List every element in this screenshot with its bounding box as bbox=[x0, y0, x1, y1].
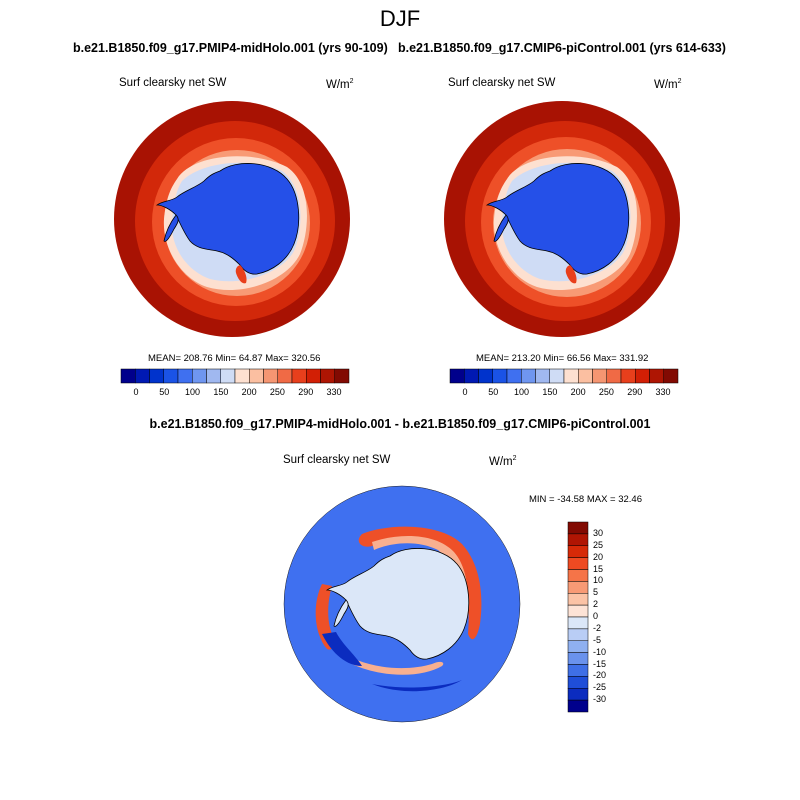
variable-label-right: Surf clearsky net SW bbox=[448, 77, 556, 89]
colorbar-swatch bbox=[567, 569, 589, 582]
variable-label-left: Surf clearsky net SW bbox=[119, 77, 227, 89]
colorbar-swatch bbox=[620, 368, 636, 384]
units-label-left: W/m2 bbox=[326, 78, 354, 91]
colorbar-tick-label: -20 bbox=[593, 670, 607, 681]
colorbar-tick-label: 15 bbox=[593, 563, 604, 574]
colorbar-swatch bbox=[592, 368, 607, 384]
colorbar-swatch bbox=[567, 616, 589, 630]
colorbar-swatch bbox=[635, 368, 650, 384]
colorbar-swatch bbox=[563, 368, 579, 384]
colorbar-swatch bbox=[663, 368, 679, 384]
colorbar-swatch bbox=[306, 368, 321, 384]
polar-map-right bbox=[444, 101, 680, 337]
colorbar-difference bbox=[567, 521, 589, 713]
colorbar-swatch bbox=[506, 368, 522, 384]
colorbar-tick-label: 150 bbox=[542, 387, 558, 397]
colorbar-swatch bbox=[149, 368, 164, 384]
colorbar-tick-label: 290 bbox=[298, 387, 314, 397]
colorbar-swatch bbox=[567, 628, 589, 641]
colorbar-tick-label: 2 bbox=[593, 599, 599, 610]
colorbar-swatch bbox=[163, 368, 179, 384]
colorbar-swatch bbox=[567, 533, 589, 546]
variable-label-diff: Surf clearsky net SW bbox=[283, 454, 391, 466]
colorbar-swatch bbox=[277, 368, 293, 384]
colorbar-tick-label: 30 bbox=[593, 527, 604, 538]
colorbar-swatch bbox=[606, 368, 622, 384]
colorbar-swatch bbox=[521, 368, 536, 384]
colorbar-tick-label: -30 bbox=[593, 694, 607, 705]
difference-title: b.e21.B1850.f09_g17.PMIP4-midHolo.001 - … bbox=[149, 417, 651, 431]
colorbar-swatch bbox=[567, 521, 589, 535]
colorbar-swatch bbox=[567, 593, 589, 606]
season-title: DJF bbox=[379, 6, 421, 31]
colorbar-swatch bbox=[567, 699, 589, 713]
colorbar-swatch bbox=[120, 368, 136, 384]
colorbar-tick-label: -2 bbox=[593, 622, 602, 633]
colorbar-swatch bbox=[449, 368, 465, 384]
colorbar-tick-label: 50 bbox=[488, 387, 499, 397]
colorbar-swatch bbox=[291, 368, 307, 384]
colorbar-tick-label: -10 bbox=[593, 646, 607, 657]
colorbar-right bbox=[449, 368, 679, 384]
colorbar-swatch bbox=[567, 676, 589, 689]
colorbar-swatch bbox=[249, 368, 264, 384]
colorbar-swatch bbox=[578, 368, 593, 384]
colorbar-swatch bbox=[177, 368, 193, 384]
colorbar-tick-label: 50 bbox=[159, 387, 170, 397]
colorbar-swatch bbox=[263, 368, 278, 384]
colorbar-tick-label: 0 bbox=[133, 387, 139, 397]
stats-right: MEAN= 213.20 Min= 66.56 Max= 331.92 bbox=[476, 353, 649, 364]
colorbar-swatch bbox=[334, 368, 350, 384]
colorbar-tick-label: -5 bbox=[593, 634, 602, 645]
colorbar-tick-label: 200 bbox=[570, 387, 586, 397]
colorbar-tick-label: 10 bbox=[593, 575, 604, 586]
colorbar-swatch bbox=[535, 368, 550, 384]
colorbar-swatch bbox=[206, 368, 221, 384]
colorbar-swatch bbox=[320, 368, 335, 384]
colorbar-tick-label: 5 bbox=[593, 587, 599, 598]
colorbar-swatch bbox=[567, 604, 589, 618]
colorbar-tick-label: -25 bbox=[593, 682, 607, 693]
colorbar-swatch bbox=[192, 368, 207, 384]
case-title-right: b.e21.B1850.f09_g17.CMIP6-piControl.001 … bbox=[398, 41, 726, 55]
colorbar-tick-label: 250 bbox=[598, 387, 614, 397]
colorbar-swatch bbox=[135, 368, 150, 384]
polar-map-difference bbox=[283, 485, 521, 723]
colorbar-swatch bbox=[567, 545, 589, 558]
colorbar-tick-label: -15 bbox=[593, 658, 607, 669]
colorbar-tick-label: 250 bbox=[269, 387, 285, 397]
stats-left: MEAN= 208.76 Min= 64.87 Max= 320.56 bbox=[148, 353, 321, 364]
colorbar-swatch bbox=[567, 581, 589, 594]
units-label-diff: W/m2 bbox=[489, 455, 517, 468]
colorbar-swatch bbox=[234, 368, 250, 384]
colorbar-tick-label: 20 bbox=[593, 551, 604, 562]
colorbar-swatch bbox=[567, 688, 589, 701]
colorbar-swatch bbox=[567, 664, 589, 677]
colorbar-tick-label: 330 bbox=[326, 387, 342, 397]
colorbar-swatch bbox=[549, 368, 565, 384]
colorbar-swatch bbox=[649, 368, 664, 384]
polar-map-left bbox=[114, 101, 350, 337]
colorbar-swatch bbox=[464, 368, 479, 384]
colorbar-swatch bbox=[492, 368, 508, 384]
colorbar-swatch bbox=[220, 368, 236, 384]
colorbar-tick-label: 0 bbox=[462, 387, 468, 397]
colorbar-swatch bbox=[567, 557, 589, 570]
colorbar-tick-label: 100 bbox=[185, 387, 201, 397]
colorbar-tick-label: 290 bbox=[627, 387, 643, 397]
colorbar-tick-label: 100 bbox=[514, 387, 530, 397]
colorbar-swatch bbox=[567, 652, 589, 665]
colorbar-tick-label: 25 bbox=[593, 539, 604, 550]
colorbar-swatch bbox=[478, 368, 493, 384]
colorbar-tick-label: 150 bbox=[213, 387, 229, 397]
units-label-right: W/m2 bbox=[654, 78, 682, 91]
case-title-left: b.e21.B1850.f09_g17.PMIP4-midHolo.001 (y… bbox=[73, 41, 388, 55]
colorbar-left bbox=[120, 368, 350, 384]
colorbar-tick-label: 0 bbox=[593, 611, 599, 621]
colorbar-tick-label: 330 bbox=[655, 387, 671, 397]
colorbar-swatch bbox=[567, 640, 589, 653]
colorbar-tick-label: 200 bbox=[241, 387, 257, 397]
stats-diff: MIN = -34.58 MAX = 32.46 bbox=[529, 494, 643, 505]
